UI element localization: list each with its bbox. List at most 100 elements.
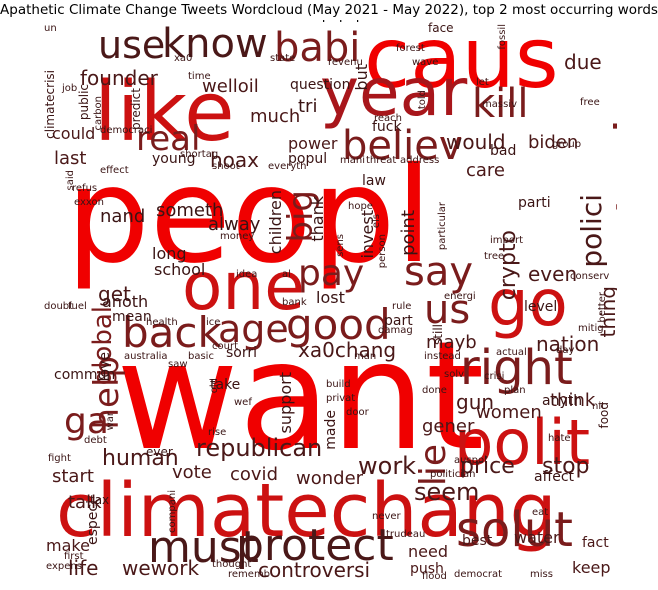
cloud-word: democraci bbox=[100, 125, 153, 136]
cloud-word: address bbox=[400, 155, 440, 166]
cloud-word: mayb bbox=[426, 332, 477, 353]
cloud-word: mani bbox=[340, 155, 365, 166]
cloud-word: court bbox=[212, 341, 238, 352]
cloud-word: know bbox=[162, 22, 268, 67]
cloud-word: kill bbox=[472, 81, 529, 127]
cloud-word: bad bbox=[490, 143, 517, 159]
cloud-word: back bbox=[122, 308, 222, 357]
cloud-word: seem bbox=[414, 478, 480, 506]
cloud-word: flood bbox=[422, 571, 447, 582]
cloud-word: mean bbox=[112, 309, 152, 325]
cloud-word: protect bbox=[236, 520, 394, 571]
cloud-word: politician bbox=[430, 469, 476, 480]
cloud-word: particular bbox=[437, 202, 448, 251]
cloud-word: predict bbox=[129, 88, 143, 130]
cloud-word: said bbox=[65, 170, 76, 191]
cloud-word: start bbox=[52, 466, 94, 487]
cloud-word: nit bbox=[592, 401, 606, 412]
cloud-word: sorri bbox=[226, 345, 258, 361]
cloud-word: even bbox=[528, 262, 578, 286]
cloud-word: day bbox=[556, 345, 575, 356]
cloud-word: done bbox=[422, 385, 447, 396]
cloud-word: nand bbox=[100, 206, 146, 227]
cloud-word: school bbox=[154, 260, 206, 279]
cloud-word: caus bbox=[364, 22, 559, 107]
cloud-word: privat bbox=[326, 393, 356, 404]
cloud-word: keep bbox=[572, 558, 611, 577]
cloud-word: fuel bbox=[68, 301, 87, 312]
cloud-word: import bbox=[490, 235, 524, 246]
cloud-word: good bbox=[286, 300, 391, 349]
cloud-word: everyth bbox=[268, 161, 307, 172]
cloud-word: climatechang bbox=[56, 468, 557, 554]
cloud-word: founder bbox=[80, 66, 158, 90]
cloud-word: popul bbox=[288, 151, 328, 167]
cloud-word: climatecrisi bbox=[43, 70, 57, 139]
cloud-word: stop bbox=[542, 454, 590, 479]
cloud-word: ever bbox=[146, 445, 173, 459]
cloud-word: peopl bbox=[66, 139, 433, 293]
cloud-word: never bbox=[372, 511, 401, 522]
cloud-word: energi bbox=[444, 291, 476, 302]
cloud-word: would bbox=[446, 130, 506, 154]
cloud-word: lost bbox=[316, 288, 345, 307]
cloud-word: thought bbox=[212, 559, 252, 570]
cloud-word: make bbox=[46, 536, 90, 555]
cloud-word: tree bbox=[484, 251, 505, 262]
cloud-word: revenu bbox=[328, 57, 363, 68]
cloud-word: tri bbox=[298, 96, 318, 117]
cloud-word: ga bbox=[64, 401, 109, 442]
cloud-word: effect bbox=[100, 165, 129, 176]
cloud-word: vote bbox=[172, 462, 212, 483]
cloud-word: damag bbox=[378, 325, 413, 336]
cloud-word: commun bbox=[54, 367, 116, 383]
cloud-word: talk bbox=[68, 492, 102, 513]
cloud-word: due bbox=[564, 50, 602, 74]
cloud-word: support bbox=[276, 372, 295, 434]
cloud-word: australia bbox=[124, 351, 168, 362]
cloud-word: ice bbox=[206, 317, 221, 328]
cloud-word: polici bbox=[575, 194, 608, 268]
cloud-word: alway bbox=[208, 214, 261, 235]
cloud-word: un bbox=[44, 23, 57, 34]
cloud-word: one bbox=[182, 248, 305, 325]
cloud-word: life bbox=[68, 556, 99, 580]
cloud-word: face bbox=[428, 22, 454, 35]
cloud-word: democrat bbox=[454, 569, 503, 580]
cloud-word: compani bbox=[167, 490, 178, 533]
cloud-word: get bbox=[98, 282, 131, 306]
cloud-word: reach bbox=[374, 113, 403, 124]
cloud-word: gun bbox=[456, 390, 495, 414]
cloud-word: take bbox=[210, 377, 241, 393]
cloud-word: exxon bbox=[74, 197, 104, 208]
cloud-word: children bbox=[266, 190, 285, 255]
cloud-word: welloil bbox=[202, 76, 259, 97]
cloud-word: eat bbox=[532, 507, 549, 518]
cloud-word: real bbox=[136, 119, 201, 159]
cloud-word: hope bbox=[348, 201, 373, 212]
cloud-word: door bbox=[346, 407, 369, 418]
cloud-word: hoax bbox=[210, 148, 260, 172]
cloud-word: us bbox=[424, 287, 471, 333]
cloud-word: fight bbox=[48, 453, 71, 464]
cloud-word: war bbox=[105, 412, 116, 431]
cloud-word: free bbox=[580, 97, 600, 108]
cloud-word: shoot bbox=[212, 161, 240, 172]
cloud-word: much bbox=[250, 106, 301, 127]
cloud-word: rememb bbox=[228, 569, 271, 580]
cloud-word: wave bbox=[412, 57, 439, 68]
cloud-word: human bbox=[102, 446, 179, 471]
cloud-word: rise bbox=[208, 427, 227, 438]
cloud-word: money bbox=[220, 231, 255, 242]
cloud-word: massiv bbox=[482, 99, 517, 110]
cloud-word: go bbox=[488, 267, 568, 341]
cloud-word: better bbox=[597, 292, 608, 323]
cloud-word: affect bbox=[534, 469, 575, 485]
cloud-word: first bbox=[64, 551, 84, 562]
cloud-word: anyth bbox=[542, 393, 583, 409]
cloud-word: part bbox=[384, 313, 413, 329]
cloud-word: bank bbox=[282, 297, 307, 308]
cloud-word: sens bbox=[335, 234, 346, 257]
cloud-word: old bbox=[209, 378, 220, 394]
cloud-word: must bbox=[148, 522, 259, 573]
